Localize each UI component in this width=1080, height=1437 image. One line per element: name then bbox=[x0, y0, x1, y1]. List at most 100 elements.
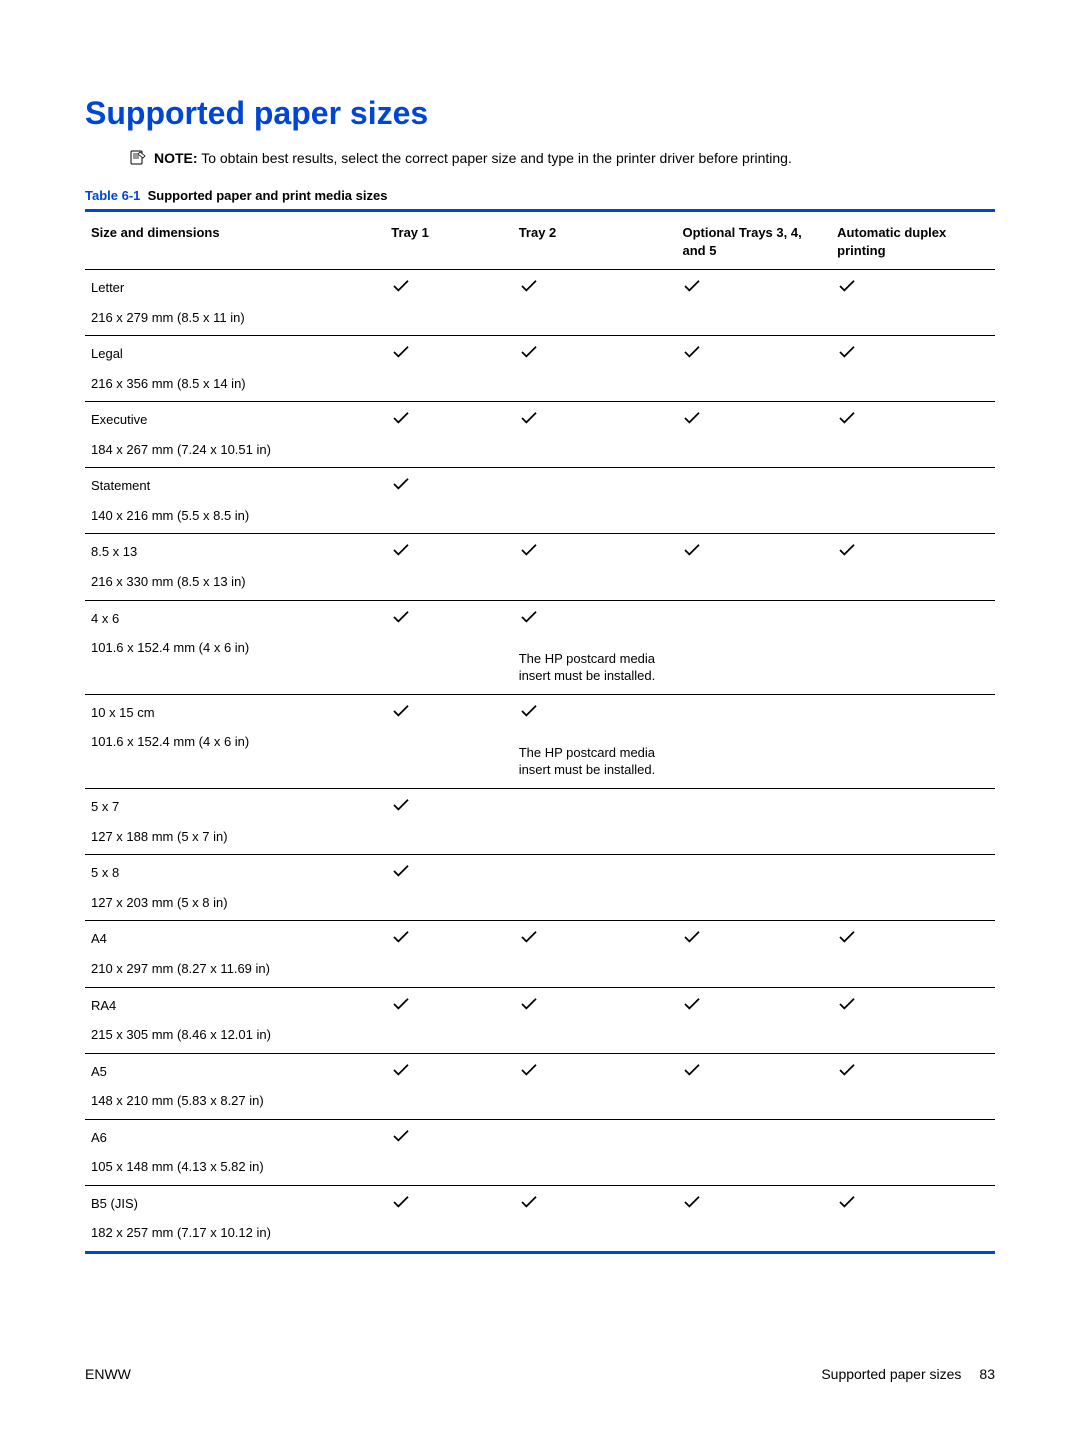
cell-empty bbox=[676, 731, 831, 788]
table-row: 216 x 356 mm (8.5 x 14 in) bbox=[85, 373, 995, 402]
check-icon bbox=[391, 345, 409, 359]
table-row: A5 bbox=[85, 1053, 995, 1090]
check-icon bbox=[837, 997, 855, 1011]
table-row: 140 x 216 mm (5.5 x 8.5 in) bbox=[85, 505, 995, 534]
cell-t1 bbox=[385, 789, 512, 826]
size-dimensions: 105 x 148 mm (4.13 x 5.82 in) bbox=[85, 1156, 385, 1185]
check-icon bbox=[391, 1195, 409, 1209]
size-name: 5 x 7 bbox=[85, 789, 385, 826]
cell-empty bbox=[676, 307, 831, 336]
table-row: 216 x 279 mm (8.5 x 11 in) bbox=[85, 307, 995, 336]
size-dimensions: 215 x 305 mm (8.46 x 12.01 in) bbox=[85, 1024, 385, 1053]
size-name: Legal bbox=[85, 336, 385, 373]
note-label: NOTE: bbox=[154, 150, 198, 166]
tray2-note bbox=[513, 826, 677, 855]
check-icon bbox=[519, 704, 537, 718]
cell-t1 bbox=[385, 534, 512, 571]
cell-t4 bbox=[831, 789, 995, 826]
cell-t4 bbox=[831, 694, 995, 731]
cell-t3 bbox=[676, 1185, 831, 1222]
check-icon bbox=[519, 1063, 537, 1077]
table-row: 184 x 267 mm (7.24 x 10.51 in) bbox=[85, 439, 995, 468]
cell-t2 bbox=[513, 1119, 677, 1156]
check-icon bbox=[391, 864, 409, 878]
size-name: 8.5 x 13 bbox=[85, 534, 385, 571]
table-row: 8.5 x 13 bbox=[85, 534, 995, 571]
tray2-note: The HP postcard media insert must be ins… bbox=[513, 731, 677, 788]
cell-t4 bbox=[831, 855, 995, 892]
cell-t4 bbox=[831, 270, 995, 307]
cell-empty bbox=[676, 958, 831, 987]
check-icon bbox=[391, 411, 409, 425]
tray2-note bbox=[513, 373, 677, 402]
cell-t1 bbox=[385, 921, 512, 958]
cell-empty bbox=[831, 826, 995, 855]
size-name: 10 x 15 cm bbox=[85, 694, 385, 731]
cell-empty bbox=[831, 892, 995, 921]
tray2-note bbox=[513, 439, 677, 468]
cell-t2 bbox=[513, 468, 677, 505]
cell-t1 bbox=[385, 468, 512, 505]
cell-t1 bbox=[385, 1119, 512, 1156]
cell-t1 bbox=[385, 987, 512, 1024]
size-dimensions: 127 x 203 mm (5 x 8 in) bbox=[85, 892, 385, 921]
check-icon bbox=[837, 930, 855, 944]
check-icon bbox=[837, 1195, 855, 1209]
size-name: A4 bbox=[85, 921, 385, 958]
cell-empty bbox=[831, 373, 995, 402]
cell-empty bbox=[676, 1090, 831, 1119]
col-header-tray2: Tray 2 bbox=[513, 212, 677, 270]
cell-t2 bbox=[513, 789, 677, 826]
note-row: NOTE: To obtain best results, select the… bbox=[130, 150, 995, 166]
check-icon bbox=[391, 279, 409, 293]
cell-t2 bbox=[513, 694, 677, 731]
check-icon bbox=[519, 279, 537, 293]
cell-t2 bbox=[513, 402, 677, 439]
cell-t2 bbox=[513, 336, 677, 373]
check-icon bbox=[519, 997, 537, 1011]
cell-empty bbox=[385, 1090, 512, 1119]
size-dimensions: 140 x 216 mm (5.5 x 8.5 in) bbox=[85, 505, 385, 534]
cell-t1 bbox=[385, 1185, 512, 1222]
size-dimensions: 101.6 x 152.4 mm (4 x 6 in) bbox=[85, 637, 385, 694]
cell-empty bbox=[831, 1156, 995, 1185]
check-icon bbox=[682, 1195, 700, 1209]
table-row: A4 bbox=[85, 921, 995, 958]
cell-t4 bbox=[831, 534, 995, 571]
cell-t1 bbox=[385, 694, 512, 731]
table-row: Letter bbox=[85, 270, 995, 307]
check-icon bbox=[682, 543, 700, 557]
size-dimensions: 127 x 188 mm (5 x 7 in) bbox=[85, 826, 385, 855]
cell-t4 bbox=[831, 1119, 995, 1156]
cell-empty bbox=[831, 958, 995, 987]
size-name: Letter bbox=[85, 270, 385, 307]
cell-empty bbox=[676, 1222, 831, 1251]
cell-t3 bbox=[676, 987, 831, 1024]
cell-empty bbox=[385, 958, 512, 987]
table-row: 127 x 188 mm (5 x 7 in) bbox=[85, 826, 995, 855]
tray2-note bbox=[513, 307, 677, 336]
table-row: 216 x 330 mm (8.5 x 13 in) bbox=[85, 571, 995, 600]
check-icon bbox=[837, 279, 855, 293]
page-footer: ENWW Supported paper sizes 83 bbox=[85, 1366, 995, 1382]
cell-t3 bbox=[676, 468, 831, 505]
cell-t4 bbox=[831, 921, 995, 958]
cell-empty bbox=[385, 307, 512, 336]
check-icon bbox=[391, 610, 409, 624]
cell-t4 bbox=[831, 987, 995, 1024]
cell-empty bbox=[831, 731, 995, 788]
cell-t2 bbox=[513, 600, 677, 637]
footer-left: ENWW bbox=[85, 1366, 131, 1382]
check-icon bbox=[391, 997, 409, 1011]
table-row: Executive bbox=[85, 402, 995, 439]
cell-t3 bbox=[676, 789, 831, 826]
col-header-tray1: Tray 1 bbox=[385, 212, 512, 270]
table-row: 148 x 210 mm (5.83 x 8.27 in) bbox=[85, 1090, 995, 1119]
cell-empty bbox=[385, 637, 512, 694]
check-icon bbox=[682, 279, 700, 293]
table-row: 105 x 148 mm (4.13 x 5.82 in) bbox=[85, 1156, 995, 1185]
cell-t4 bbox=[831, 402, 995, 439]
cell-empty bbox=[676, 826, 831, 855]
cell-empty bbox=[676, 571, 831, 600]
cell-t4 bbox=[831, 600, 995, 637]
